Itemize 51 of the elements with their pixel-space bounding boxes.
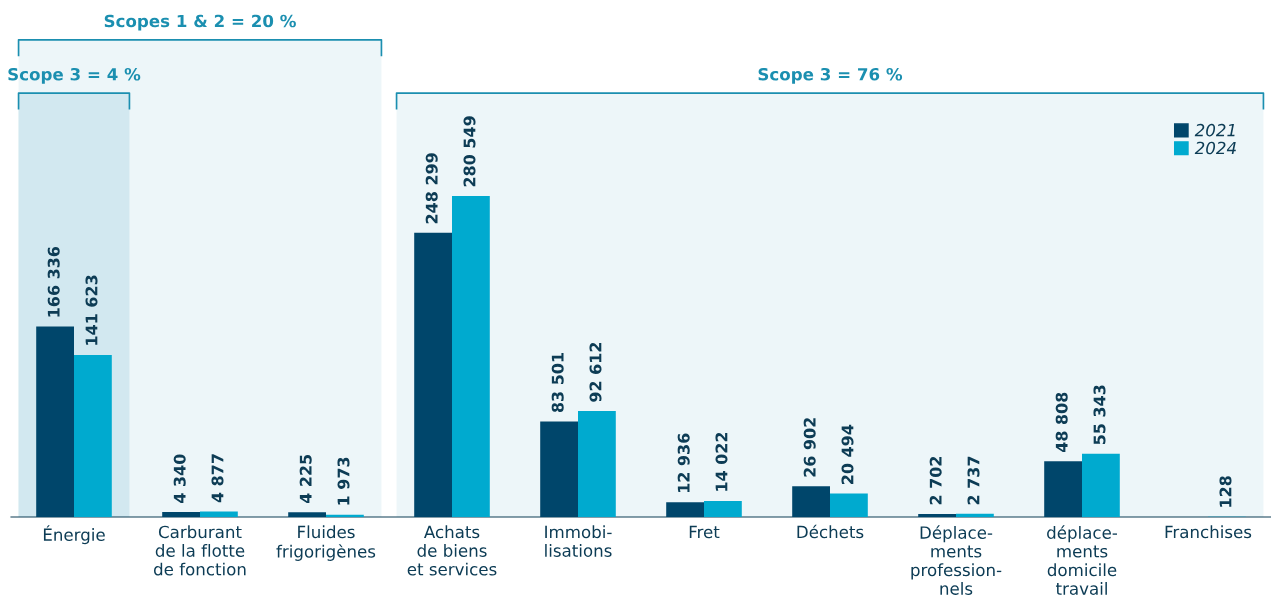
- x-tick-label: Déplace- ments profession- nels: [911, 525, 1002, 595]
- bar: [1082, 453, 1120, 517]
- data-label: 4 877: [211, 454, 224, 503]
- data-label: 48 808: [1055, 392, 1068, 453]
- data-label: 1 973: [337, 457, 350, 505]
- x-tick-label: Achats de biens et services: [407, 525, 497, 576]
- band-label: Scopes 1 & 2 = 20 %: [104, 14, 296, 31]
- x-tick-label: déplace- ments domicile travail: [1047, 525, 1118, 595]
- bar: [830, 493, 868, 517]
- data-label: 280 549: [463, 116, 476, 187]
- bar: [74, 354, 112, 517]
- data-label: 2 737: [967, 456, 980, 505]
- x-tick-label: Fluides frigorigènes: [276, 525, 376, 561]
- bar: [704, 500, 742, 517]
- data-label: 128: [1219, 476, 1232, 507]
- x-tick-label: Immobi- lisations: [545, 525, 612, 557]
- data-label: 92 612: [589, 342, 602, 402]
- x-tick-label: Franchises: [1165, 525, 1252, 539]
- bar: [200, 511, 238, 517]
- x-tick-label: Énergie: [43, 525, 105, 545]
- data-label: 141 623: [85, 275, 98, 345]
- data-label: 26 902: [803, 418, 816, 477]
- bar: [452, 195, 490, 517]
- bar: [162, 512, 200, 517]
- data-label: 4 340: [173, 454, 186, 503]
- x-tick-label: Fret: [689, 525, 720, 539]
- bar: [666, 502, 704, 517]
- bar: [414, 232, 452, 517]
- legend-label: 2024: [1194, 141, 1236, 155]
- bar: [956, 513, 994, 517]
- data-label: 14 022: [715, 432, 728, 491]
- legend-label: 2021: [1194, 123, 1235, 137]
- x-tick-label: Carburant de la flotte de fonction: [153, 525, 246, 576]
- data-label: 2 702: [929, 456, 942, 505]
- band-label: Scope 3 = 76 %: [758, 67, 903, 84]
- bar: [288, 512, 326, 517]
- data-label: 248 299: [425, 153, 438, 224]
- bar: [540, 421, 578, 517]
- data-label: 55 343: [1093, 385, 1106, 445]
- data-label: 20 494: [841, 424, 854, 484]
- data-label: 166 336: [47, 246, 60, 317]
- x-tick-label: Déchets: [797, 524, 864, 539]
- data-label: 12 936: [677, 433, 690, 493]
- band-label: Scope 3 = 4 %: [8, 67, 141, 84]
- data-label: 83 501: [551, 353, 564, 413]
- bar: [1044, 461, 1082, 517]
- bar: [578, 411, 616, 517]
- bar: [792, 486, 830, 517]
- bar: [36, 326, 74, 517]
- bar: [918, 513, 956, 517]
- data-label: 4 225: [299, 454, 312, 504]
